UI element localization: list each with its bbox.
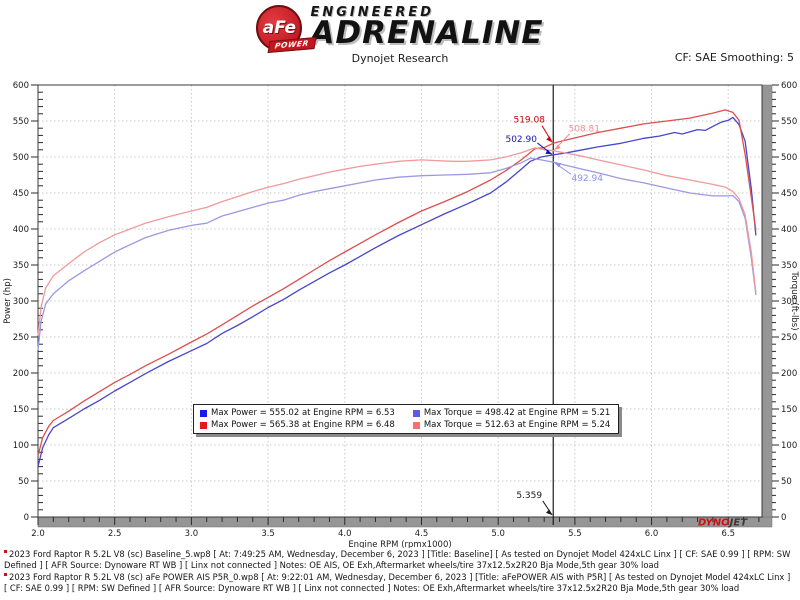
brand-wordmark: ENGINEERED ADRENALINE bbox=[310, 5, 544, 51]
series-line-2 bbox=[37, 109, 757, 456]
svg-text:6.0: 6.0 bbox=[645, 529, 659, 539]
y-axis-label-left: Power (hp) bbox=[3, 278, 13, 324]
smoothing-setting-label: CF: SAE Smoothing: 5 bbox=[674, 51, 794, 64]
legend-label: Max Power = 555.02 at Engine RPM = 6.53 bbox=[211, 408, 395, 418]
x-axis-label: Engine RPM (rpmx1000) bbox=[348, 540, 451, 548]
svg-text:350: 350 bbox=[13, 261, 29, 271]
run-info-line-1: 2023 Ford Raptor R 5.2L V8 (sc) Baseline… bbox=[4, 549, 791, 570]
legend-label: Max Power = 565.38 at Engine RPM = 6.48 bbox=[211, 420, 395, 430]
svg-text:502.90: 502.90 bbox=[505, 135, 537, 145]
svg-text:250: 250 bbox=[13, 333, 29, 343]
series-line-3 bbox=[37, 157, 757, 351]
svg-text:4.0: 4.0 bbox=[338, 529, 352, 539]
svg-text:300: 300 bbox=[781, 297, 797, 307]
legend-item-1: Max Power = 555.02 at Engine RPM = 6.53 bbox=[200, 408, 395, 418]
svg-text:5.359: 5.359 bbox=[516, 491, 542, 501]
svg-text:0: 0 bbox=[24, 513, 29, 523]
cursor-annotations: 519.08 502.90 508.81 492.94 5.359 bbox=[505, 115, 603, 516]
run2-marker-icon bbox=[4, 573, 7, 576]
svg-text:600: 600 bbox=[781, 81, 797, 91]
afe-power-logo-icon: aFe POWER bbox=[256, 5, 316, 53]
svg-text:0: 0 bbox=[781, 513, 786, 523]
run-info-line-2: 2023 Ford Raptor R 5.2L V8 (sc) aFe POWE… bbox=[4, 572, 791, 593]
chart-canvas: 0 0 50 50 100 100 150 150 200 200 250 250 300 300 350 3… bbox=[3, 81, 799, 548]
svg-text:400: 400 bbox=[781, 225, 797, 235]
svg-text:150: 150 bbox=[13, 405, 29, 415]
legend-item-3: Max Torque = 498.42 at Engine RPM = 5.21 bbox=[412, 408, 611, 418]
run1-marker-icon bbox=[4, 550, 7, 553]
svg-text:2.5: 2.5 bbox=[108, 529, 122, 539]
svg-text:450: 450 bbox=[13, 189, 29, 199]
gridlines bbox=[38, 85, 762, 517]
brand-adrenaline-text: ADRENALINE bbox=[310, 15, 544, 51]
chart-subtitle: Dynojet Research bbox=[351, 52, 449, 65]
svg-text:3.5: 3.5 bbox=[261, 529, 275, 539]
svg-text:5.5: 5.5 bbox=[568, 529, 582, 539]
chart-legend: Max Power = 555.02 at Engine RPM = 6.53 M… bbox=[193, 404, 620, 434]
legend-item-4: Max Torque = 512.63 at Engine RPM = 5.24 bbox=[412, 420, 611, 430]
legend-swatch-icon bbox=[200, 421, 207, 429]
svg-text:100: 100 bbox=[781, 441, 797, 451]
dynojet-watermark: DYNOJET bbox=[698, 518, 748, 529]
dyno-chart: 0 0 50 50 100 100 150 150 200 200 250 250 300 300 350 3… bbox=[3, 81, 799, 548]
svg-text:519.08: 519.08 bbox=[513, 115, 545, 125]
svg-text:100: 100 bbox=[13, 441, 29, 451]
svg-text:50: 50 bbox=[18, 477, 29, 487]
svg-text:200: 200 bbox=[13, 369, 29, 379]
svg-text:550: 550 bbox=[781, 117, 797, 127]
svg-text:300: 300 bbox=[13, 297, 29, 307]
legend-swatch-icon bbox=[200, 409, 207, 417]
run-info-footer: 2023 Ford Raptor R 5.2L V8 (sc) Baseline… bbox=[4, 549, 796, 595]
svg-text:4.5: 4.5 bbox=[415, 529, 429, 539]
svg-text:150: 150 bbox=[781, 405, 797, 415]
plot-border bbox=[37, 84, 763, 518]
svg-text:508.81: 508.81 bbox=[568, 125, 600, 135]
svg-text:500: 500 bbox=[781, 153, 797, 163]
x-axis-band bbox=[37, 516, 773, 528]
svg-text:450: 450 bbox=[781, 189, 797, 199]
series-line-1 bbox=[37, 116, 757, 467]
brand-logo: aFe POWER ENGINEERED ADRENALINE bbox=[0, 5, 800, 53]
svg-text:6.5: 6.5 bbox=[721, 529, 735, 539]
svg-text:DYNOJET: DYNOJET bbox=[698, 518, 748, 529]
svg-text:3.0: 3.0 bbox=[185, 529, 199, 539]
brand-engineered-text: ENGINEERED bbox=[310, 5, 435, 20]
svg-text:550: 550 bbox=[13, 117, 29, 127]
legend-swatch-icon bbox=[412, 409, 420, 417]
svg-text:2.0: 2.0 bbox=[31, 529, 45, 539]
legend-label: Max Torque = 498.42 at Engine RPM = 5.21 bbox=[423, 408, 611, 418]
svg-text:250: 250 bbox=[781, 333, 797, 343]
svg-text:400: 400 bbox=[13, 225, 29, 235]
axis-ticks bbox=[31, 84, 779, 525]
header: aFe POWER ENGINEERED ADRENALINE Dynojet … bbox=[0, 0, 800, 75]
afe-logo-text: aFe bbox=[262, 18, 297, 38]
legend-item-2: Max Power = 565.38 at Engine RPM = 6.48 bbox=[200, 420, 395, 430]
axis-tick-labels: 0 0 50 50 100 100 150 150 200 200 250 250 300 300 350 3… bbox=[13, 81, 797, 539]
svg-text:500: 500 bbox=[13, 153, 29, 163]
svg-text:50: 50 bbox=[781, 477, 792, 487]
svg-text:200: 200 bbox=[781, 369, 797, 379]
legend-label: Max Torque = 512.63 at Engine RPM = 5.24 bbox=[423, 420, 611, 430]
y-axis-label-right: Torque (ft-lbs) bbox=[789, 270, 799, 330]
svg-text:492.94: 492.94 bbox=[571, 174, 603, 184]
series-line-4 bbox=[37, 147, 757, 336]
legend-swatch-icon bbox=[412, 421, 420, 429]
svg-text:600: 600 bbox=[13, 81, 29, 91]
svg-text:5.0: 5.0 bbox=[491, 529, 505, 539]
svg-text:350: 350 bbox=[781, 261, 797, 271]
right-axis-band bbox=[761, 84, 773, 518]
